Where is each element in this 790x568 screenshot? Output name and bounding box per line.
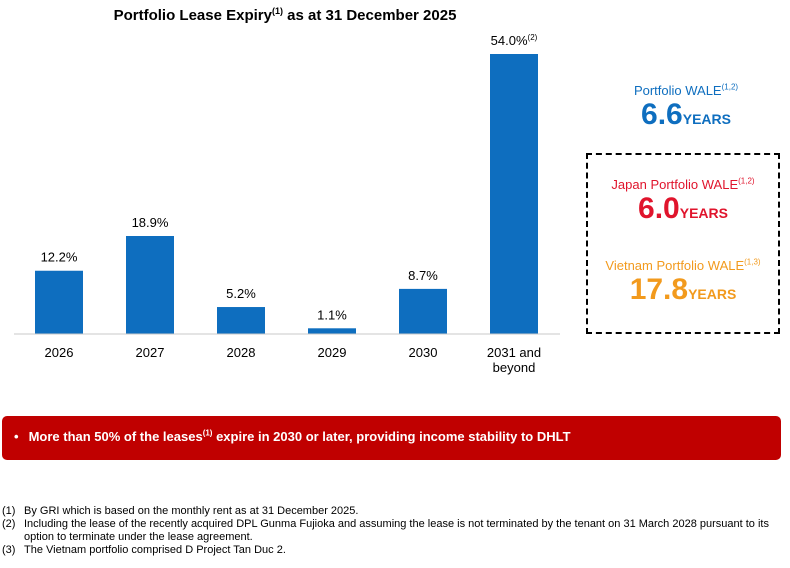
wale-vietnam-label-line: Vietnam Portfolio WALE(1,3) — [588, 258, 778, 273]
wale-japan-unit: YEARS — [679, 205, 728, 221]
chart-title: Portfolio Lease Expiry(1) as at 31 Decem… — [0, 6, 570, 25]
bar-2030 — [399, 288, 447, 334]
value-label-2028: 5.2% — [226, 286, 256, 301]
wale-portfolio-value: 6.6 — [641, 98, 683, 131]
footnote-text: By GRI which is based on the monthly ren… — [24, 505, 359, 517]
footnote-text: The Vietnam portfolio comprised D Projec… — [24, 544, 286, 556]
banner-bullet: • — [14, 429, 19, 444]
wale-portfolio-unit: YEARS — [682, 111, 731, 127]
lease-expiry-bar-chart: 12.2% 2026 18.9% 2027 5.2% 2028 1.1% 2029 8.7% 20… — [14, 33, 560, 375]
footnote-text: Including the lease of the recently acqu… — [24, 518, 769, 543]
banner-sup: (1) — [202, 428, 213, 438]
banner-text-before: More than 50% of the leases — [28, 429, 203, 444]
bar-2028 — [217, 307, 265, 334]
wale-portfolio-label: Portfolio WALE — [633, 83, 722, 98]
banner-text-after: expire in 2030 or later, providing incom… — [212, 429, 571, 444]
category-label-2027: 2027 — [136, 345, 165, 360]
footnote-mark: (1) — [2, 505, 16, 517]
bars-layer — [35, 54, 538, 334]
footnote-2: (2) Including the lease of the recently a… — [2, 518, 787, 544]
footnotes: (1) By GRI which is based on the monthly … — [2, 505, 787, 557]
value-label-2027: 18.9% — [132, 215, 169, 230]
category-label-2028: 2028 — [227, 345, 256, 360]
wale-portfolio-sup: (1,2) — [721, 82, 739, 92]
wale-vietnam-unit: YEARS — [688, 286, 737, 302]
category-label-2031-and-beyond: 2031 and beyond — [487, 345, 541, 375]
bar-2027 — [126, 236, 174, 334]
wale-vietnam-sup: (1,3) — [744, 257, 761, 267]
wale-portfolio-label-line: Portfolio WALE(1,2) — [596, 83, 776, 98]
footnote-3: (3) The Vietnam portfolio comprised D Pro… — [2, 544, 787, 557]
wale-vietnam-label: Vietnam Portfolio WALE — [605, 258, 745, 273]
wale-portfolio: Portfolio WALE(1,2) 6.6YEARS — [596, 83, 776, 132]
chart-title-main: Portfolio Lease Expiry — [113, 7, 272, 24]
wale-vietnam-value-line: 17.8YEARS — [588, 273, 778, 307]
value-label-2030: 8.7% — [408, 268, 438, 283]
wale-portfolio-value-line: 6.6YEARS — [596, 98, 776, 132]
wale-japan: Japan Portfolio WALE(1,2) 6.0YEARS — [588, 177, 778, 226]
chart-title-sup: (1) — [271, 6, 283, 16]
bar-2026 — [35, 270, 83, 334]
wale-japan-sup: (1,2) — [738, 176, 755, 186]
category-label-2030: 2030 — [409, 345, 438, 360]
chart-title-suffix: as at 31 December 2025 — [282, 7, 457, 24]
category-label-2029: 2029 — [318, 345, 347, 360]
key-message-banner: • More than 50% of the leases(1) expire i… — [2, 416, 781, 460]
category-label-2026: 2026 — [45, 345, 74, 360]
wale-japan-label: Japan Portfolio WALE — [611, 177, 739, 192]
footnote-mark: (3) — [2, 544, 16, 556]
value-label-2026: 12.2% — [41, 250, 78, 265]
footnote-1: (1) By GRI which is based on the monthly … — [2, 505, 787, 518]
wale-breakdown-box — [586, 153, 780, 334]
bar-2029 — [308, 328, 356, 334]
value-label-2031-and-beyond: 54.0%(2) — [491, 33, 538, 48]
wale-japan-value: 6.0 — [638, 192, 680, 225]
value-label-2029: 1.1% — [317, 307, 347, 322]
wale-japan-value-line: 6.0YEARS — [588, 192, 778, 226]
wale-vietnam-value: 17.8 — [629, 273, 689, 306]
footnote-mark: (2) — [2, 518, 16, 530]
labels-layer: 12.2% 2026 18.9% 2027 5.2% 2028 1.1% 2029 8.7% 20… — [41, 33, 542, 375]
bar-2031-and-beyond — [490, 54, 538, 334]
wale-vietnam: Vietnam Portfolio WALE(1,3) 17.8YEARS — [588, 258, 778, 307]
wale-japan-label-line: Japan Portfolio WALE(1,2) — [588, 177, 778, 192]
